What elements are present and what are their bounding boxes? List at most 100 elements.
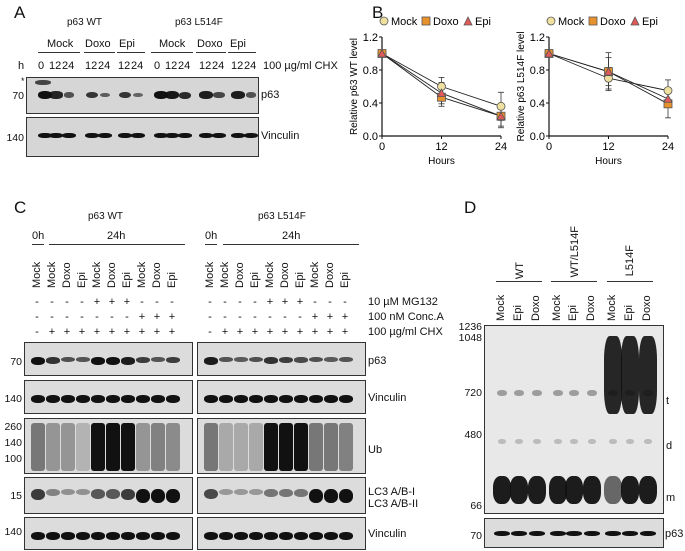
smear [76,423,90,471]
band [178,91,192,99]
blot-label-vinculin: Vinculin [261,130,300,142]
blot-vinculin [197,517,366,550]
conca-sign: - [268,311,272,323]
treatment-label: Epi [230,38,246,50]
lane-label: Doxo [279,262,291,288]
legend-marker-epi [630,16,640,26]
band [511,531,527,536]
blot-p63 [24,342,193,376]
mg132-sign: - [80,296,84,308]
band [249,395,263,403]
band [76,531,90,540]
chx-sign: + [341,326,349,338]
time-24h: 24h [107,230,126,242]
band [154,91,168,99]
band [165,91,179,99]
lane-label: Mock [606,294,618,321]
x-tick-label: 24 [662,141,674,153]
lane-label: Epi [76,272,88,288]
lane-label: Mock [46,261,58,288]
smear [151,423,165,471]
blot-label-p63: p63 [665,528,684,540]
mg132-sign: - [170,296,174,308]
band [31,357,45,365]
band [249,531,263,540]
mg132-sign: + [108,296,116,308]
blot-label-p63: p63 [368,355,387,367]
band [61,357,75,363]
band [339,488,353,503]
band-dimer [554,439,562,444]
band [264,488,278,497]
mw-marker: 70 [12,90,24,102]
underline [551,281,597,283]
conca-sign: - [238,311,242,323]
conca-sign: - [253,311,257,323]
underline [32,244,44,246]
smear [264,423,278,471]
band [121,488,135,501]
data-point [663,94,673,103]
time-point-label: 0 [38,60,45,72]
mg132-sign: - [140,296,144,308]
band [151,395,165,403]
legend-marker-doxo [421,16,431,26]
band [204,488,218,500]
chx-sign: + [281,326,289,338]
band [279,395,293,403]
band-tetramer [497,390,507,396]
mw-marker: 15 [10,490,22,502]
band [49,133,63,138]
band [640,531,656,536]
y-tick-label: 0.0 [363,131,378,143]
asterisk: * [21,76,25,86]
time-point-label: 24 [178,60,191,72]
mg132-sign: - [313,296,317,308]
blot-label-vinculin: Vinculin [368,528,407,540]
band [309,357,323,363]
band-label-tetramer: t [666,395,670,407]
band-monomer [583,476,601,504]
band-dimer [644,439,652,444]
condition-chx: 100 µg/ml CHX [368,326,443,338]
band-monomer [621,476,639,504]
blot-oligomer [484,325,664,514]
mg132-sign: - [155,296,159,308]
y-axis-label: Relative p63 L514F level [516,31,527,141]
band [324,357,338,362]
mw-marker: 480 [464,429,482,441]
band-tetramer [532,390,542,396]
x-axis-label: Hours [428,156,455,167]
chx-sign: + [93,326,101,338]
chx-sign: + [153,326,161,338]
lane-label: Epi [339,272,351,288]
time-point-label: 24 [244,60,257,72]
band [91,531,105,540]
band [136,395,150,403]
legend-label: Mock [391,16,418,28]
mg132-sign: + [123,296,131,308]
lane-label: Doxo [530,295,542,321]
band [245,92,257,98]
conca-sign: + [138,311,146,323]
data-point [436,88,447,97]
treatment-label: Epi [119,38,135,50]
band [133,92,143,98]
legend-marker-doxo [588,16,598,26]
band [204,531,218,540]
time-0h: 0h [205,230,218,242]
underline [151,52,193,54]
blot-p63 [484,518,664,548]
band [294,531,308,540]
chx-sign: + [63,326,71,338]
band [106,395,120,403]
band [309,531,323,540]
mg132-sign: - [328,296,332,308]
band [324,395,338,403]
legend-label: Mock [558,16,585,28]
band [264,357,278,364]
y-tick-label: 0.8 [530,65,545,77]
treatment-label: Doxo [197,38,223,50]
band [339,357,353,362]
conca-sign: + [153,311,161,323]
